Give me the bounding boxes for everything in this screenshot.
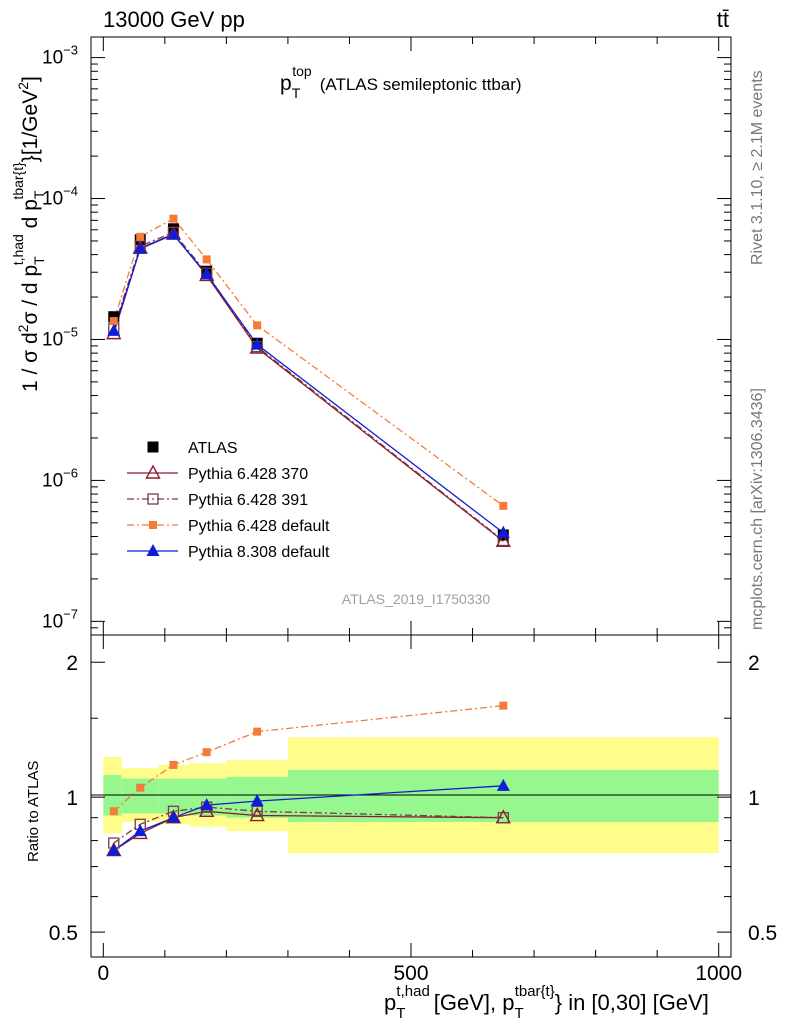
series-line-pythia-8-308-default bbox=[113, 233, 504, 534]
legend: ATLAS Pythia 6.428 370 Pythia 6.428 391 Pyt… bbox=[127, 440, 330, 561]
data-point-pythia-6-428-default bbox=[202, 255, 211, 264]
ratio-uncertainty-band-inner bbox=[158, 778, 190, 814]
main-y-tick-label: 10−6 bbox=[42, 465, 78, 491]
series-line-pythia-6-428-default bbox=[113, 217, 504, 507]
ratio-y-tick-label-right: 0.5 bbox=[748, 922, 777, 945]
ratio-point-pythia-8-308-default bbox=[250, 794, 264, 807]
ratio-point-pythia-6-428-370 bbox=[249, 807, 265, 822]
ratio-line-pythia-6-428-370 bbox=[113, 810, 504, 852]
ratio-panel: 0.5 0.5 1 1 2 2 0 500 1000 bbox=[49, 634, 777, 985]
mcplots-label: mcplots.cern.ch [arXiv:1306.3436] bbox=[749, 388, 766, 630]
ratio-point-pythia-6-428-default bbox=[169, 760, 178, 769]
ratio-point-pythia-6-428-391 bbox=[497, 812, 509, 824]
analysis-watermark: ATLAS_2019_I1750330 bbox=[342, 591, 491, 607]
ratio-line-pythia-6-428-default bbox=[113, 705, 504, 812]
main-y-tick-label: 10−4 bbox=[42, 184, 78, 210]
ratio-y-tick-label-right: 2 bbox=[748, 652, 760, 675]
ratio-point-pythia-6-428-default bbox=[136, 783, 145, 792]
main-y-axis-label: 1 / σ d2σ / d pTt,had d pTtbar{t}}[1/GeV… bbox=[10, 76, 47, 392]
ratio-point-pythia-8-308-default bbox=[133, 824, 147, 837]
ratio-point-pythia-6-428-default bbox=[499, 701, 508, 710]
x-tick-label: 1000 bbox=[695, 962, 742, 985]
legend-marker-pythia-8-308-default bbox=[146, 544, 160, 556]
x-axis-label: pTt,had [GeV], pTtbar{t}} in [0,30] [GeV] bbox=[384, 983, 709, 1022]
ratio-point-pythia-6-428-391 bbox=[251, 805, 263, 817]
ratio-point-pythia-8-308-default bbox=[200, 798, 214, 811]
rivet-version-label: Rivet 3.1.10, ≥ 2.1M events bbox=[749, 70, 766, 265]
data-point-pythia-8-308-default bbox=[200, 267, 214, 280]
ratio-point-pythia-8-308-default bbox=[496, 778, 510, 791]
data-point-pythia-8-308-default bbox=[250, 337, 264, 350]
ratio-y-tick-label-left: 0.5 bbox=[49, 922, 78, 945]
data-point-pythia-8-308-default bbox=[107, 323, 121, 336]
ratio-point-pythia-6-428-default bbox=[253, 727, 262, 736]
legend-label-pythia-8-308-default: Pythia 8.308 default bbox=[188, 544, 330, 561]
x-tick-label: 500 bbox=[393, 962, 428, 985]
data-point-pythia-6-428-default bbox=[169, 214, 178, 223]
legend-label-pythia-6-428-370: Pythia 6.428 370 bbox=[188, 466, 308, 483]
data-point-atlas bbox=[108, 311, 120, 323]
data-point-pythia-6-428-default bbox=[136, 232, 145, 241]
legend-label-pythia-6-428-391: Pythia 6.428 391 bbox=[188, 492, 308, 509]
ratio-point-pythia-6-428-default bbox=[109, 807, 118, 816]
data-point-pythia-8-308-default bbox=[496, 525, 510, 538]
ratio-point-pythia-6-428-370 bbox=[199, 802, 215, 817]
legend-marker-pythia-6-428-default bbox=[149, 521, 157, 529]
data-point-pythia-6-428-370 bbox=[495, 532, 511, 547]
main-y-tick-label: 10−3 bbox=[42, 43, 78, 69]
data-point-pythia-8-308-default bbox=[133, 241, 147, 254]
legend-marker-pythia-6-428-391 bbox=[147, 493, 159, 505]
legend-marker-atlas bbox=[147, 441, 159, 453]
energy-label: 13000 GeV pp bbox=[103, 7, 245, 32]
x-tick-label: 0 bbox=[97, 962, 109, 985]
main-panel-frame bbox=[90, 36, 732, 636]
ratio-y-tick-label-right: 1 bbox=[748, 787, 760, 810]
main-y-tick-label: 10−5 bbox=[42, 324, 78, 350]
ratio-y-tick-label-left: 1 bbox=[66, 787, 78, 810]
ratio-point-pythia-8-308-default bbox=[166, 810, 180, 823]
ratio-uncertainty-band-inner bbox=[287, 769, 719, 823]
plot-title: pTtop(ATLAS semileptonic ttbar) bbox=[280, 63, 522, 101]
legend-label-pythia-6-428-default: Pythia 6.428 default bbox=[188, 518, 330, 535]
data-point-pythia-6-428-default bbox=[109, 317, 118, 326]
ratio-point-pythia-6-428-default bbox=[202, 748, 211, 757]
process-label: tt̄ bbox=[717, 7, 729, 32]
legend-label-atlas: ATLAS bbox=[188, 440, 238, 457]
ratio-point-pythia-8-308-default bbox=[107, 843, 121, 856]
series-line-pythia-6-428-391 bbox=[113, 231, 504, 541]
ratio-y-tick-label-left: 2 bbox=[66, 652, 78, 675]
ratio-y-axis-label: Ratio to ATLAS bbox=[25, 761, 42, 862]
legend-marker-pythia-6-428-370 bbox=[145, 464, 161, 479]
data-point-pythia-6-428-default bbox=[499, 501, 508, 510]
data-point-pythia-8-308-default bbox=[166, 227, 180, 240]
series-line-pythia-6-428-370 bbox=[113, 233, 504, 542]
data-point-pythia-6-428-default bbox=[253, 321, 262, 330]
main-y-tick-label: 10−7 bbox=[42, 606, 78, 632]
main-panel: 10−7 10−6 10−5 10−4 10−3 ATLAS_2019_I1750330 bbox=[42, 36, 732, 636]
